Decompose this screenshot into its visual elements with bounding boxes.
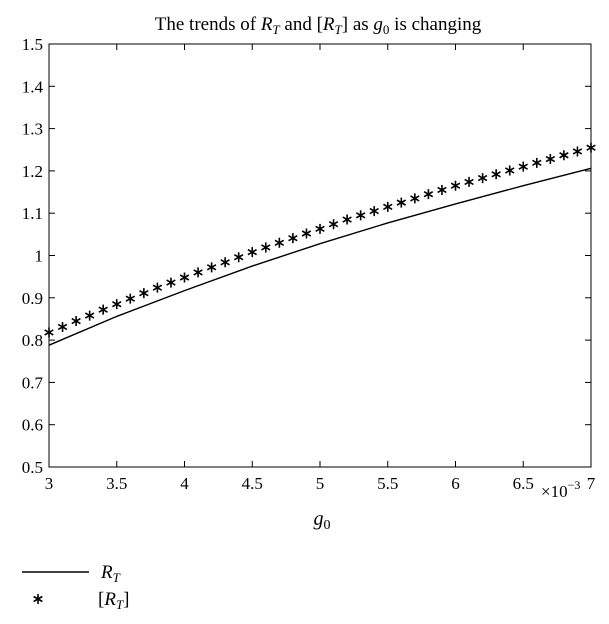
series-marker-bracket-rt xyxy=(71,316,81,327)
y-tick-label: 1.5 xyxy=(22,35,43,54)
series-marker-bracket-rt xyxy=(315,223,325,234)
legend-asterisk xyxy=(33,594,43,604)
x-tick-label: 4 xyxy=(180,474,189,493)
plot-frame xyxy=(48,43,592,468)
y-tick-label: 0.5 xyxy=(22,458,43,477)
series-marker-bracket-rt xyxy=(559,150,569,161)
series-marker-bracket-rt xyxy=(206,262,217,273)
series-marker-bracket-rt xyxy=(288,233,298,244)
series-marker-bracket-rt xyxy=(152,282,163,293)
series-marker-bracket-rt xyxy=(450,180,461,191)
series-marker-bracket-rt xyxy=(220,257,230,268)
y-tick-label: 1.2 xyxy=(22,162,43,181)
x-tick-label: 4.5 xyxy=(242,474,263,493)
series-marker-bracket-rt xyxy=(125,293,136,304)
x-axis-multiplier: ×10−3 xyxy=(541,478,580,501)
legend-asterisk-marker xyxy=(33,594,43,604)
y-tick-label: 1.1 xyxy=(22,204,43,223)
series-marker-bracket-rt xyxy=(57,321,68,332)
series-marker-bracket-rt xyxy=(586,142,596,153)
x-axis-ticks: 3 3.5 4 4.5 5 5.5 6 6.5 7 xyxy=(45,44,596,493)
series-marker-bracket-rt xyxy=(491,169,501,180)
chart-title: The trends of RT and [RT] as g0 is chang… xyxy=(155,14,482,37)
y-tick-label: 1.4 xyxy=(22,77,44,96)
legend-label-bracket-rt: [RT] xyxy=(98,589,130,612)
x-tick-label: 6.5 xyxy=(513,474,534,493)
x-tick-label: 3 xyxy=(45,474,54,493)
series-marker-bracket-rt xyxy=(477,173,488,184)
series-marker-bracket-rt xyxy=(545,154,556,165)
x-tick-label: 7 xyxy=(587,474,596,493)
series-marker-bracket-rt xyxy=(504,165,515,176)
x-tick-label: 5.5 xyxy=(377,474,398,493)
y-tick-label: 0.7 xyxy=(22,373,44,392)
series-layer xyxy=(44,142,596,346)
y-tick-label: 1.3 xyxy=(22,120,43,139)
series-marker-bracket-rt xyxy=(369,206,379,217)
series-marker-bracket-rt xyxy=(112,299,122,310)
series-marker-bracket-rt xyxy=(301,228,312,239)
series-marker-bracket-rt xyxy=(261,242,271,253)
series-marker-bracket-rt xyxy=(98,304,108,315)
y-tick-label: 1 xyxy=(35,247,44,266)
series-marker-bracket-rt xyxy=(396,197,407,208)
series-marker-bracket-rt xyxy=(44,327,54,338)
series-marker-bracket-rt xyxy=(166,277,176,288)
series-marker-bracket-rt xyxy=(274,237,285,248)
series-marker-bracket-rt xyxy=(139,288,149,299)
series-marker-bracket-rt xyxy=(532,157,542,168)
series-marker-bracket-rt xyxy=(437,184,447,195)
series-marker-bracket-rt xyxy=(233,252,244,263)
series-marker-bracket-rt xyxy=(410,193,420,204)
series-marker-bracket-rt xyxy=(247,247,257,258)
x-tick-label: 5 xyxy=(316,474,325,493)
legend: RT [RT] xyxy=(22,562,130,612)
y-axis-ticks: 0.5 0.6 0.7 0.8 0.9 1 1.1 1.2 1.3 1.4 1.5 xyxy=(22,35,591,477)
series-marker-bracket-rt xyxy=(193,267,203,278)
series-marker-bracket-rt xyxy=(464,176,474,187)
series-marker-bracket-rt xyxy=(572,146,583,157)
series-marker-bracket-rt xyxy=(355,210,366,221)
series-marker-bracket-rt xyxy=(518,161,528,172)
x-axis-label: g0 xyxy=(314,508,331,533)
legend-label-rt: RT xyxy=(100,562,121,585)
series-marker-bracket-rt xyxy=(342,214,352,225)
series-line-rt xyxy=(48,167,592,346)
series-marker-bracket-rt xyxy=(328,219,339,230)
series-marker-bracket-rt xyxy=(84,310,95,321)
series-marker-bracket-rt xyxy=(179,272,190,283)
y-tick-label: 0.8 xyxy=(22,331,43,350)
y-tick-label: 0.6 xyxy=(22,416,43,435)
x-tick-label: 3.5 xyxy=(106,474,127,493)
x-tick-label: 6 xyxy=(451,474,460,493)
series-marker-bracket-rt xyxy=(383,201,393,212)
series-marker-bracket-rt xyxy=(423,189,434,200)
y-tick-label: 0.9 xyxy=(22,289,43,308)
